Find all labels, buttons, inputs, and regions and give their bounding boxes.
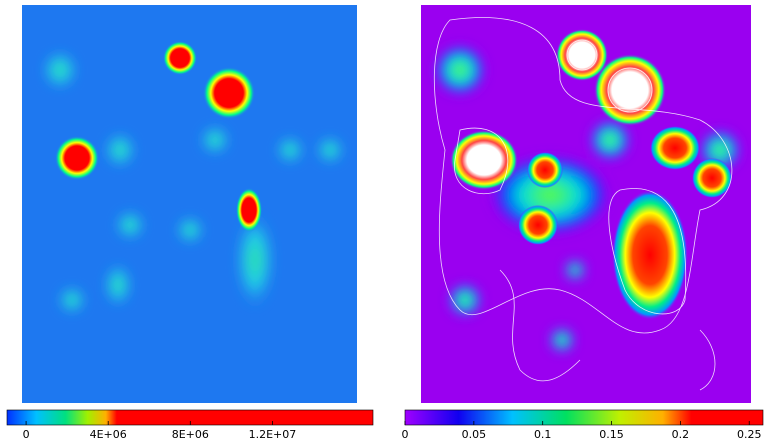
- tick-label: 0.1: [534, 428, 552, 441]
- tick-label: 4E+06: [90, 428, 127, 441]
- left-map: [22, 5, 357, 403]
- tick-label: 8E+06: [172, 428, 209, 441]
- tick-label: 0.2: [672, 428, 690, 441]
- tick-label: 0.15: [599, 428, 624, 441]
- tick-label: 0.05: [462, 428, 487, 441]
- right-map: [421, 5, 751, 403]
- tick-label: 1.2E+07: [249, 428, 297, 441]
- tick-label: 0.25: [737, 428, 762, 441]
- tick-label: 0: [402, 428, 409, 441]
- tick-label: 0: [23, 428, 30, 441]
- colorbar: [405, 410, 763, 425]
- figure: 0 4E+06 8E+06 1.2E+07 0 0.05 0.1 0.15 0.2 0.25: [0, 0, 764, 442]
